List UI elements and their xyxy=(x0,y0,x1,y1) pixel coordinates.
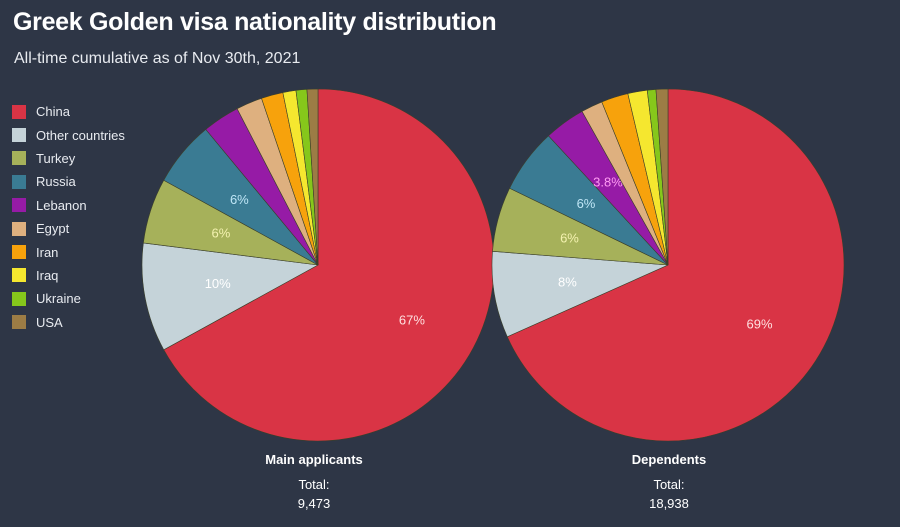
legend-item[interactable]: Iraq xyxy=(12,264,125,287)
legend-item[interactable]: Russia xyxy=(12,170,125,193)
data-label: 67% xyxy=(399,313,425,328)
legend-label: Ukraine xyxy=(36,291,81,307)
legend-swatch xyxy=(12,198,26,213)
pie-slice-usa xyxy=(306,88,319,266)
legend-label: Russia xyxy=(36,174,76,190)
legend-item[interactable]: Iran xyxy=(12,240,125,263)
pie-name: Dependents xyxy=(631,452,707,467)
data-label: 8% xyxy=(558,274,577,289)
legend-swatch xyxy=(12,128,26,143)
legend-item[interactable]: Egypt xyxy=(12,217,125,240)
legend-label: Other countries xyxy=(36,127,125,143)
legend-swatch xyxy=(12,268,26,283)
data-label: 3.8% xyxy=(593,174,623,189)
data-label: 69% xyxy=(747,316,773,331)
data-label: 6% xyxy=(577,196,596,211)
legend-item[interactable]: USA xyxy=(12,311,125,334)
data-label: 6% xyxy=(230,192,249,207)
total-value: 9,473 xyxy=(297,496,331,511)
legend-swatch xyxy=(12,104,26,119)
legend-swatch xyxy=(12,291,26,306)
legend-label: USA xyxy=(36,314,63,330)
legend-label: Turkey xyxy=(36,150,76,166)
caption-main: Main applicants Total: 9,473 xyxy=(214,452,414,511)
legend-item[interactable]: Lebanon xyxy=(12,194,125,217)
pie-slice-china xyxy=(506,88,845,442)
legend-swatch xyxy=(12,245,26,260)
chart-title: Greek Golden visa nationality distributi… xyxy=(13,8,497,36)
legend-swatch xyxy=(12,315,26,330)
pie-slice-china xyxy=(163,88,495,442)
chart-subtitle: All-time cumulative as of Nov 30th, 2021 xyxy=(14,50,301,67)
data-label: 6% xyxy=(560,230,579,245)
data-label: 6% xyxy=(212,225,231,240)
caption-dependents: Dependents Total: 18,938 xyxy=(569,452,769,511)
legend-swatch xyxy=(12,151,26,166)
total-value: 18,938 xyxy=(649,496,689,511)
total-label: Total: xyxy=(653,477,685,492)
legend-item[interactable]: Other countries xyxy=(12,123,125,146)
legend-label: Egypt xyxy=(36,221,70,237)
legend: China Other countries Turkey Russia Lebanon E… xyxy=(12,100,125,334)
pie-name: Main applicants xyxy=(265,452,363,467)
legend-swatch xyxy=(12,221,26,236)
data-label: 10% xyxy=(205,276,231,291)
legend-item[interactable]: China xyxy=(12,100,125,123)
pie-slice-other-countries xyxy=(141,242,319,351)
legend-item[interactable]: Turkey xyxy=(12,147,125,170)
legend-label: Iraq xyxy=(36,267,59,283)
pie-slice-usa xyxy=(655,88,669,266)
legend-label: Iran xyxy=(36,244,59,260)
total-label: Total: xyxy=(298,477,330,492)
legend-item[interactable]: Ukraine xyxy=(12,287,125,310)
legend-label: China xyxy=(36,104,70,120)
legend-swatch xyxy=(12,174,26,189)
legend-label: Lebanon xyxy=(36,197,87,213)
